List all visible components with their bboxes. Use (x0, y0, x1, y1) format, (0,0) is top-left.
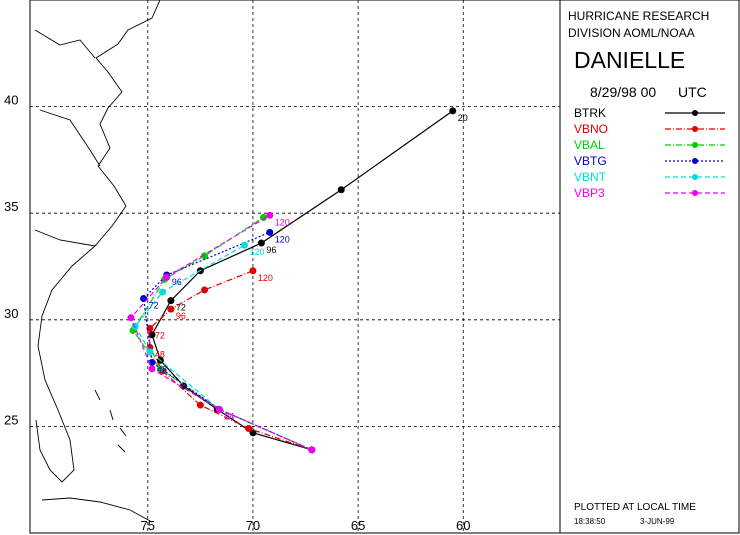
hour-label: 72 (155, 330, 165, 340)
hour-label: 120 (275, 234, 290, 244)
track-point (146, 348, 154, 356)
track-point (167, 297, 175, 305)
track-point (167, 305, 175, 313)
track-point (257, 239, 265, 247)
header-line: HURRICANE RESEARCH (568, 9, 709, 23)
track-point (259, 213, 267, 221)
legend-marker (692, 110, 698, 116)
track-point (131, 322, 139, 330)
legend-marker (692, 190, 698, 196)
track-line (130, 214, 313, 451)
track-point (266, 228, 274, 236)
track-point (201, 252, 209, 260)
legend-label: VBNT (574, 170, 607, 184)
x-tick-label: 60 (456, 518, 470, 533)
hour-label: 96 (176, 311, 186, 321)
hour-label: 72 (149, 300, 159, 310)
plot-time: 18:38:50 (574, 517, 606, 526)
hour-label: 24 (224, 411, 234, 421)
track-point (266, 211, 274, 219)
track-point (146, 324, 154, 332)
legend-panel (559, 0, 740, 534)
track-point (201, 286, 209, 294)
hour-label: 20 (458, 113, 468, 123)
track-point (308, 446, 316, 454)
track-point (245, 425, 253, 433)
track-point (127, 314, 135, 322)
track-point (196, 401, 204, 409)
track-point (163, 273, 171, 281)
footer: PLOTTED AT LOCAL TIME (574, 502, 696, 513)
legend-label: VBP3 (574, 186, 605, 200)
hour-label: 24 (224, 411, 234, 421)
legend-marker (692, 158, 698, 164)
legend-marker (692, 142, 698, 148)
legend-label: VBNO (574, 122, 608, 136)
coastline (34, 0, 161, 523)
track-point (249, 267, 257, 275)
hour-label: 48 (155, 350, 165, 360)
x-tick-label: 75 (141, 518, 155, 533)
legend-label: BTRK (574, 106, 606, 120)
y-tick-label: 35 (4, 199, 18, 214)
plot-date: 3-JUN-99 (640, 517, 675, 526)
track-point (159, 288, 166, 296)
legend-marker (692, 126, 698, 132)
track-point (148, 365, 156, 373)
hour-label: 48 (157, 364, 167, 374)
forecast-date: 8/29/98 00 (590, 84, 656, 100)
track-point (241, 241, 249, 249)
legend-label: VBAL (574, 138, 605, 152)
legend-marker (692, 174, 698, 180)
track-point (215, 405, 223, 413)
track-point (140, 294, 148, 302)
y-tick-label: 40 (4, 93, 18, 108)
hour-label: 120 (250, 247, 265, 257)
track-point (449, 107, 457, 115)
y-tick-label: 25 (4, 412, 18, 427)
legend-label: VBTG (574, 154, 607, 168)
hour-label: 96 (172, 277, 182, 287)
header-line: DIVISION AOML/NOAA (568, 26, 695, 40)
hour-label: 120 (275, 217, 290, 227)
hour-label: 96 (266, 245, 276, 255)
track-point (337, 186, 345, 194)
hour-label: 72 (176, 303, 186, 313)
x-tick-label: 65 (351, 518, 365, 533)
y-tick-label: 30 (4, 306, 18, 321)
storm-name: DANIELLE (574, 47, 685, 73)
x-tick-label: 70 (246, 518, 260, 533)
hour-label: 120 (258, 273, 273, 283)
timezone: UTC (678, 84, 707, 100)
